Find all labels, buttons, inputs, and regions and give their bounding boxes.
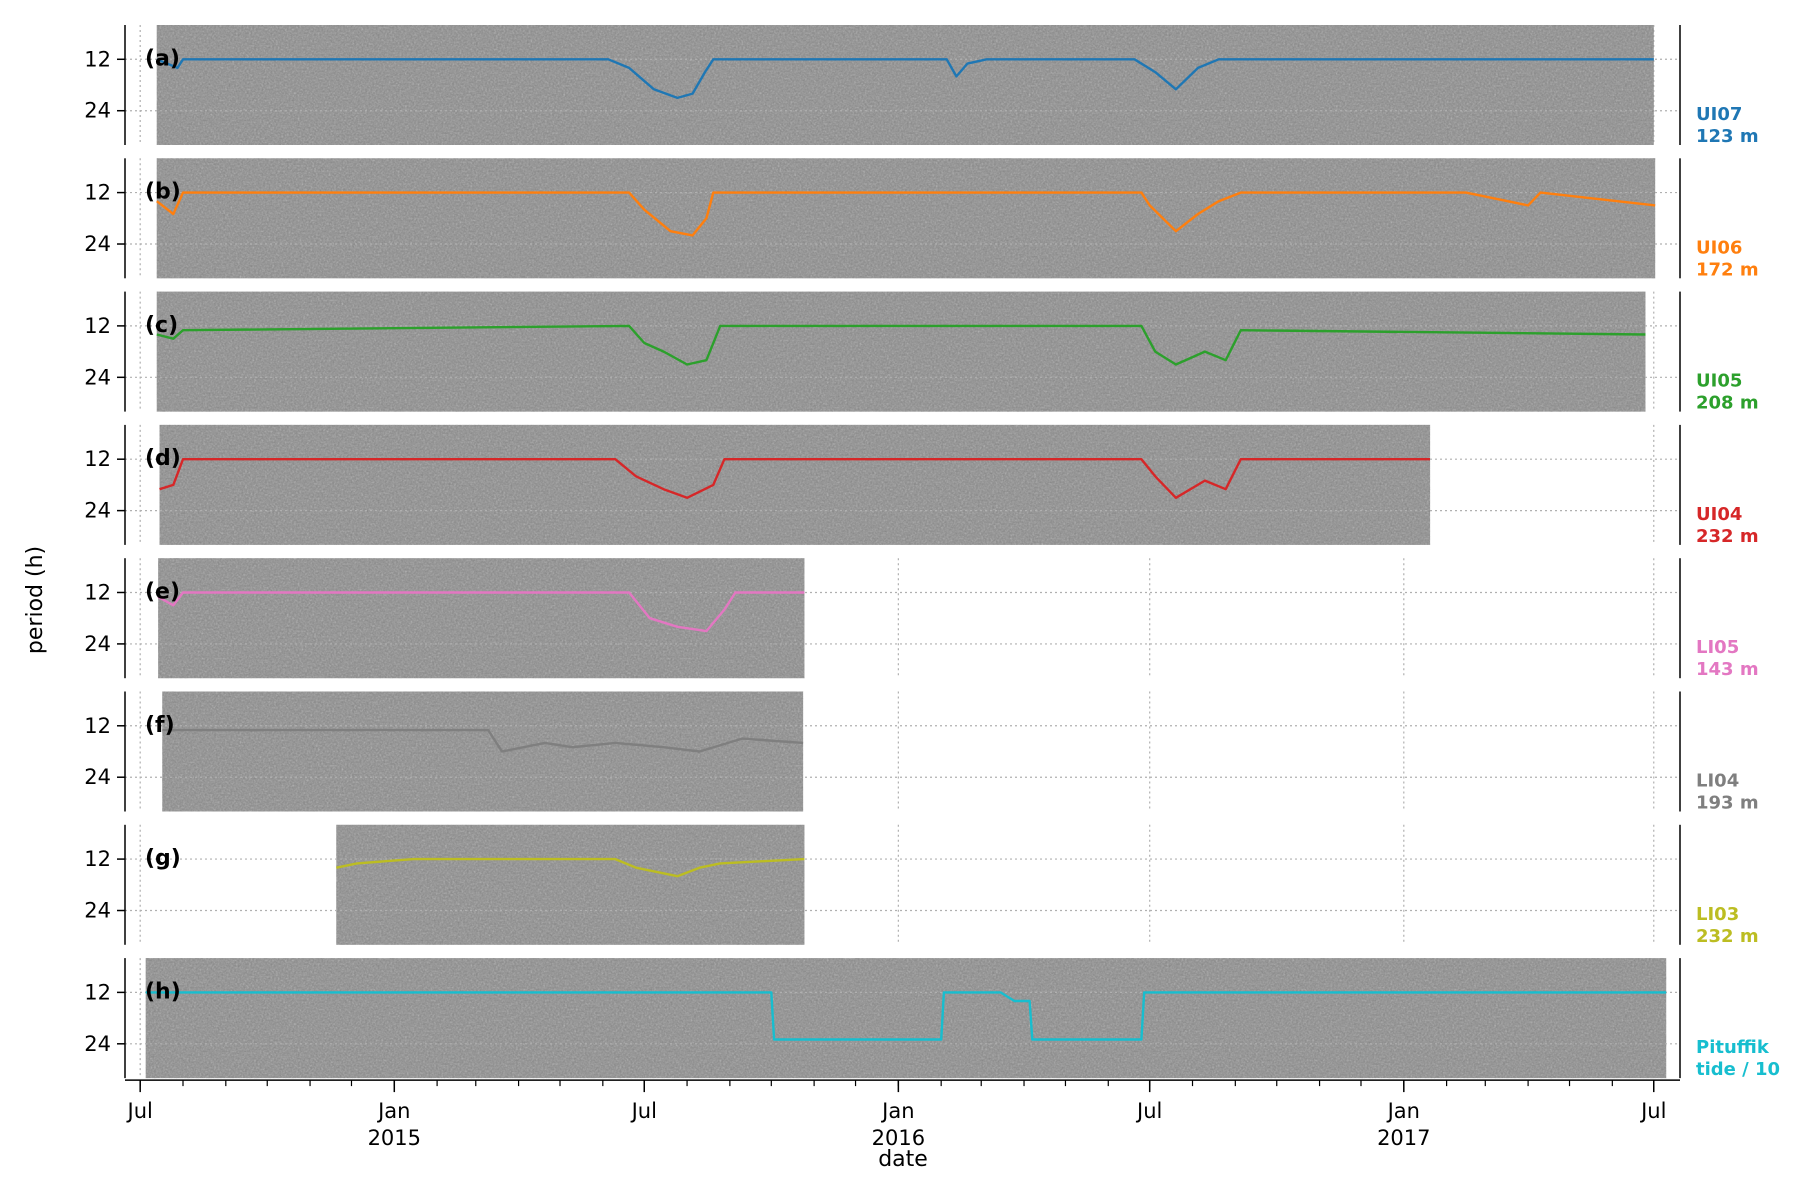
panel-label: (d): [145, 446, 181, 471]
panel-label: (f): [145, 713, 175, 738]
series-line-ui07: [156, 58, 1654, 100]
station-name: UI06: [1696, 237, 1742, 258]
panel-label: (b): [145, 180, 181, 205]
station-depth: 232 m: [1696, 526, 1759, 547]
station-name: UI05: [1696, 371, 1742, 392]
y-tick-label: 24: [84, 632, 111, 656]
spectrogram-noise: [156, 158, 1656, 279]
x-axis-label: date: [878, 1147, 928, 1172]
spectrogram-noise: [145, 958, 1667, 1079]
x-tick-year-label: 2017: [1377, 1126, 1430, 1150]
y-tick-label: 12: [84, 181, 111, 205]
station-depth: 123 m: [1696, 126, 1759, 147]
y-tick-label: 12: [84, 47, 111, 71]
panel-label: (c): [145, 313, 178, 338]
y-tick-label: 24: [84, 232, 111, 256]
station-depth: 208 m: [1696, 393, 1759, 414]
x-tick-label: Jul: [1135, 1099, 1162, 1123]
series-line-ui04: [159, 458, 1430, 499]
station-depth: 172 m: [1696, 259, 1759, 280]
series-line-pituffik: [145, 991, 1667, 1041]
series-line-ui05: [156, 324, 1646, 366]
spectrogram-noise: [156, 25, 1654, 145]
y-tick-label: 24: [84, 365, 111, 389]
x-axis: Jul Jan 2015 Jul Jan 2016 Jul Jan 2017 Jul: [125, 1079, 1680, 1150]
station-name: UI04: [1696, 504, 1742, 525]
spectrogram-noise: [158, 558, 805, 679]
y-tick-label: 12: [84, 714, 111, 738]
panel-label: (h): [145, 979, 181, 1004]
station-depth: tide / 10: [1696, 1059, 1780, 1080]
y-tick-label: 24: [84, 1032, 111, 1056]
y-tick-label: 24: [84, 765, 111, 789]
y-tick-label: 12: [84, 980, 111, 1004]
x-tick-label: Jan: [1386, 1099, 1420, 1123]
panel-label: (a): [145, 46, 180, 71]
y-tick-label: 24: [84, 899, 111, 923]
panel-label: (e): [145, 579, 180, 604]
station-name: Pituffik: [1696, 1037, 1770, 1058]
y-tick-label: 12: [84, 847, 111, 871]
y-tick-label: 12: [84, 447, 111, 471]
x-tick-year-label: 2015: [368, 1126, 421, 1150]
spectrogram-noise: [336, 824, 805, 945]
x-tick-year-label: 2016: [872, 1126, 925, 1150]
station-depth: 232 m: [1696, 926, 1759, 947]
series-line-ui06: [156, 191, 1656, 237]
station-name: LI05: [1696, 637, 1739, 658]
spectrogram-noise: [159, 424, 1431, 545]
station-name: LI04: [1696, 771, 1739, 792]
x-tick-label: Jan: [376, 1099, 410, 1123]
y-tick-label: 12: [84, 580, 111, 604]
y-tick-label: 24: [84, 99, 111, 123]
series-line-li05: [157, 591, 805, 633]
spectrogram-noise: [156, 291, 1646, 412]
spectrogram-noise: [162, 691, 804, 812]
y-tick-label: 12: [84, 314, 111, 338]
series-line-li03: [336, 857, 805, 878]
station-name: LI03: [1696, 904, 1739, 925]
y-tick-label: 24: [84, 499, 111, 523]
x-tick-label: Jul: [630, 1099, 657, 1123]
y-axis-label: period (h): [23, 546, 48, 654]
station-depth: 143 m: [1696, 659, 1759, 680]
station-name: UI07: [1696, 104, 1742, 125]
x-tick-label: Jul: [126, 1099, 153, 1123]
series-line-li04: [162, 728, 804, 753]
x-tick-label: Jan: [880, 1099, 914, 1123]
station-depth: 193 m: [1696, 793, 1759, 814]
x-tick-label: Jul: [1639, 1099, 1666, 1123]
panel-label: (g): [145, 846, 181, 871]
